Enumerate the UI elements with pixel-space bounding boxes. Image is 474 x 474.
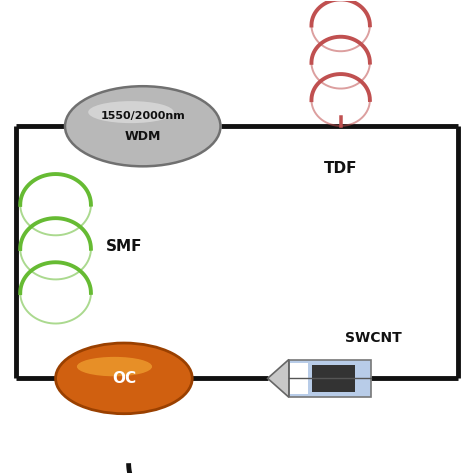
Text: WDM: WDM xyxy=(125,130,161,143)
Bar xyxy=(290,363,309,394)
Text: TDF: TDF xyxy=(324,161,357,176)
Ellipse shape xyxy=(88,101,174,123)
Ellipse shape xyxy=(65,86,220,166)
Ellipse shape xyxy=(77,357,152,376)
Text: SWCNT: SWCNT xyxy=(345,331,402,346)
Text: SMF: SMF xyxy=(106,239,142,254)
Ellipse shape xyxy=(55,343,192,414)
Bar xyxy=(312,365,355,392)
Text: OC: OC xyxy=(112,371,136,386)
Text: 1550/2000nm: 1550/2000nm xyxy=(100,111,185,121)
Polygon shape xyxy=(268,359,289,397)
Bar xyxy=(289,359,371,397)
